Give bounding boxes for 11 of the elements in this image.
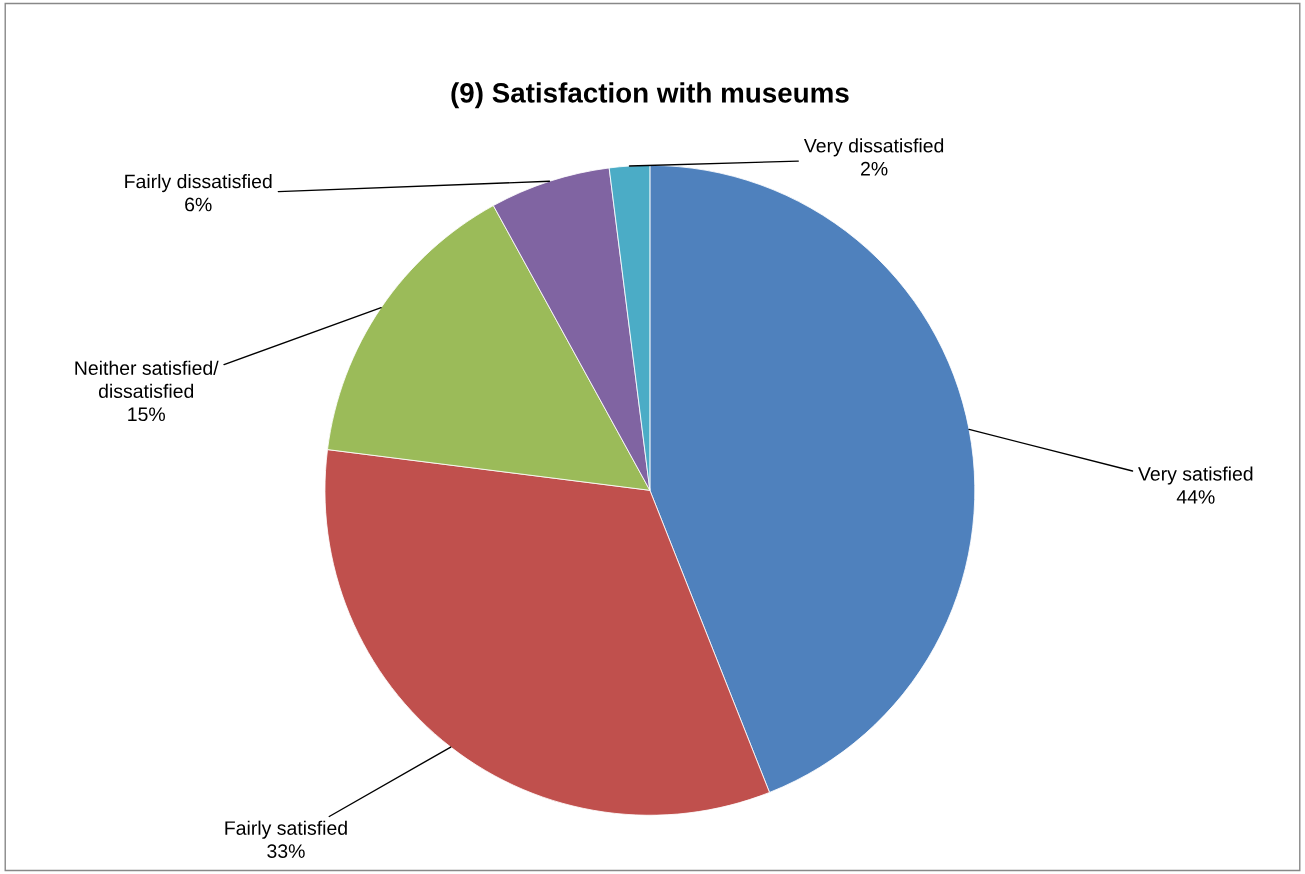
slice-label: Neither satisfied/ dissatisfied — [75, 360, 219, 399]
data-label: 2% — [861, 161, 888, 176]
slice-label: Fairly dissatisfied — [125, 174, 272, 193]
data-label: 44% — [1176, 490, 1215, 504]
data-label: 6% — [185, 197, 212, 212]
chart-title: (9) Satisfaction with museums — [451, 82, 849, 109]
data-label: 33% — [267, 844, 305, 858]
slice-label: Very dissatisfied — [803, 138, 944, 157]
data-label: 15% — [128, 407, 165, 422]
slice-label: Fairly satisfied — [225, 820, 347, 839]
slice-label: Very satisfied — [1138, 466, 1253, 485]
